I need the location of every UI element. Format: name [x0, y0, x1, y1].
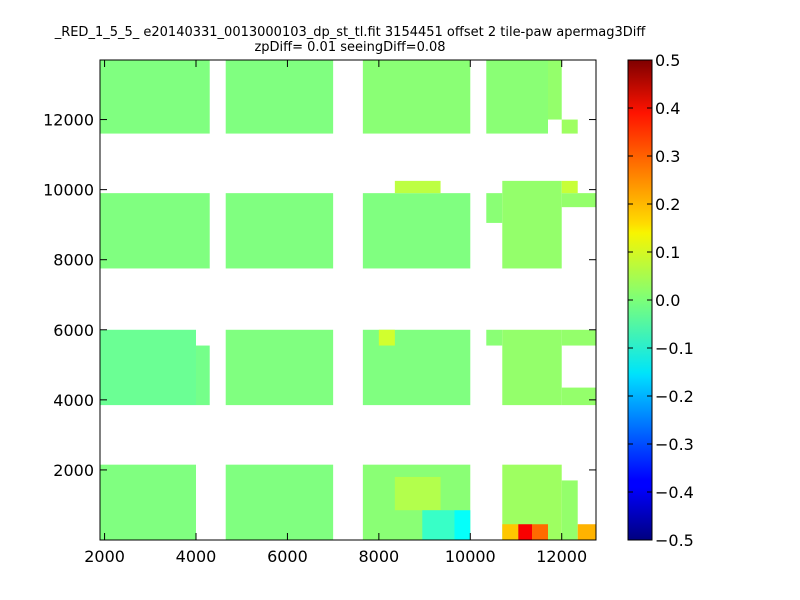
chart-subtitle: zpDiff= 0.01 seeingDiff=0.08	[254, 40, 446, 55]
colorbar-tick-label: −0.5	[655, 531, 694, 550]
heatmap-cell	[225, 464, 334, 540]
heatmap-cell	[577, 524, 596, 540]
heatmap-cell	[394, 180, 441, 194]
heatmap-cell	[561, 180, 578, 194]
colorbar-tick-label: 0.1	[655, 243, 680, 262]
heatmap-cell	[548, 60, 562, 120]
x-tick-label: 4000	[176, 547, 217, 566]
heatmap-cell	[532, 524, 548, 540]
heatmap-cell	[486, 193, 503, 223]
y-tick-label: 12000	[43, 111, 94, 130]
heatmap-cell	[561, 193, 596, 208]
y-tick-label: 8000	[53, 251, 94, 270]
chart-title: _RED_1_5_5_ e20140331_0013000103_dp_st_t…	[54, 25, 646, 40]
y-tick-label: 2000	[53, 461, 94, 480]
heatmap-cell	[378, 329, 395, 346]
heatmap-cell	[502, 524, 519, 540]
heatmap-cell	[196, 345, 210, 406]
y-tick-label: 10000	[43, 181, 94, 200]
colorbar-tick-label: 0.5	[655, 51, 680, 70]
heatmap-cell	[362, 193, 471, 269]
heatmap-cell	[486, 329, 503, 346]
heatmap-cell	[362, 60, 471, 134]
heatmap-cell	[454, 510, 471, 540]
colorbar-ticks: 0.5 0.4 0.3 0.2 0.1 0.0 −0.1 −0.2 −0.3 −0.4 −0.5	[628, 51, 694, 550]
x-axis: 2000 4000 6000 8000 10000 12000	[84, 60, 587, 566]
heatmap-cell	[486, 60, 548, 134]
colorbar-tick-label: −0.2	[655, 387, 694, 406]
heatmap-cell	[422, 510, 455, 540]
heatmap-cell	[100, 193, 210, 269]
heatmap-cell	[100, 464, 196, 540]
plot-frame	[99, 59, 597, 541]
heatmap-cell	[561, 480, 578, 540]
heatmap-cells	[100, 60, 596, 540]
colorbar-tick-label: −0.3	[655, 435, 694, 454]
heatmap-cell	[394, 476, 441, 511]
heatmap-cell	[225, 60, 334, 134]
colorbar-tick-label: 0.4	[655, 99, 680, 118]
x-tick-label: 8000	[358, 547, 399, 566]
y-tick-label: 6000	[53, 321, 94, 340]
heatmap-cell	[100, 329, 196, 406]
x-tick-label: 6000	[267, 547, 308, 566]
heatmap-cell	[561, 119, 578, 134]
x-tick-label: 2000	[84, 547, 125, 566]
y-axis: 2000 4000 6000 8000 10000 12000	[43, 111, 596, 480]
colorbar-tick-label: 0.3	[655, 147, 680, 166]
heatmap-cell	[100, 60, 210, 134]
heatmap-cell	[225, 193, 334, 269]
colorbar-tick-label: −0.1	[655, 339, 694, 358]
heatmap-cell	[502, 329, 562, 406]
heatmap-cell	[225, 329, 334, 406]
heatmap-cell	[502, 180, 562, 269]
heatmap-cell	[561, 387, 596, 406]
x-tick-label: 10000	[445, 547, 496, 566]
y-tick-label: 4000	[53, 391, 94, 410]
colorbar-tick-label: −0.4	[655, 483, 694, 502]
x-tick-label: 12000	[536, 547, 587, 566]
colorbar-tick-label: 0.2	[655, 195, 680, 214]
heatmap-cell	[561, 329, 596, 346]
colorbar-tick-label: 0.0	[655, 291, 680, 310]
heatmap-cell	[518, 524, 532, 540]
